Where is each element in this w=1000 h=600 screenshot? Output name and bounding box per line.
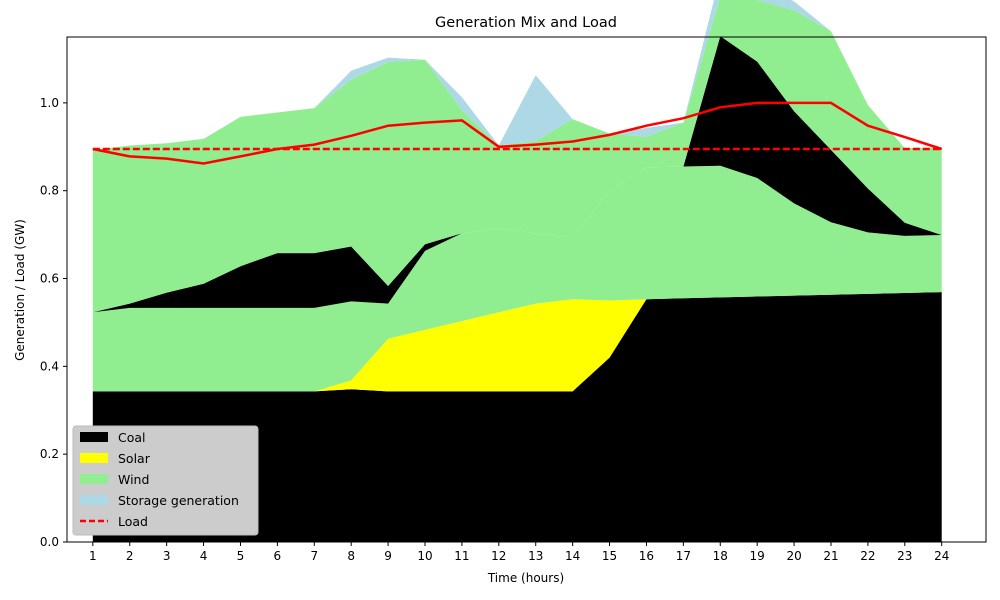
load-lines bbox=[92, 101, 943, 165]
y-tick-label-4: 0.8 bbox=[40, 184, 59, 198]
legend-swatch-coal bbox=[80, 432, 108, 442]
chart-title: Generation Mix and Load bbox=[435, 15, 617, 31]
x-tick-label-19: 19 bbox=[750, 549, 765, 563]
legend-label-storage: Storage generation bbox=[118, 493, 239, 508]
x-tick-label-23: 23 bbox=[897, 549, 912, 563]
y-tick-label-0: 0.0 bbox=[40, 535, 59, 549]
x-tick-label-18: 18 bbox=[713, 549, 728, 563]
x-tick-label-6: 6 bbox=[274, 549, 282, 563]
x-tick-label-7: 7 bbox=[310, 549, 318, 563]
plot-frame bbox=[66, 36, 987, 543]
legend: Coal Solar Wind Storage generation Load bbox=[72, 425, 259, 536]
x-tick-label-21: 21 bbox=[823, 549, 838, 563]
x-tick-label-17: 17 bbox=[676, 549, 691, 563]
x-tick-label-16: 16 bbox=[639, 549, 654, 563]
y-tick-label-5: 1.0 bbox=[40, 96, 59, 110]
x-tick-label-10: 10 bbox=[417, 549, 432, 563]
x-tick-label-20: 20 bbox=[786, 549, 801, 563]
legend-label-wind: Wind bbox=[118, 472, 149, 487]
x-axis-label: Time (hours) bbox=[487, 571, 564, 585]
x-axis: 1 2 3 4 5 6 7 8 9 10 11 12 13 14 15 16 17 18 19 20 21 22 23 24 bbox=[89, 542, 949, 563]
x-tick-label-12: 12 bbox=[491, 549, 506, 563]
x-tick-label-2: 2 bbox=[126, 549, 134, 563]
x-tick-label-14: 14 bbox=[565, 549, 580, 563]
x-tick-label-9: 9 bbox=[384, 549, 392, 563]
y-axis-label: Generation / Load (GW) bbox=[13, 219, 27, 361]
y-tick-label-3: 0.6 bbox=[40, 272, 59, 286]
x-tick-label-22: 22 bbox=[860, 549, 875, 563]
x-tick-label-3: 3 bbox=[163, 549, 171, 563]
x-tick-label-15: 15 bbox=[602, 549, 617, 563]
legend-label-load: Load bbox=[118, 514, 148, 529]
x-tick-label-5: 5 bbox=[237, 549, 245, 563]
x-tick-label-4: 4 bbox=[200, 549, 208, 563]
area-layer-1-solar bbox=[92, 292, 942, 392]
legend-swatch-wind bbox=[80, 474, 108, 484]
area-layer-2-wind bbox=[92, 165, 942, 392]
x-tick-label-24: 24 bbox=[934, 549, 949, 563]
y-axis: 0.0 0.2 0.4 0.6 0.8 1.0 bbox=[40, 96, 67, 549]
legend-box bbox=[72, 425, 259, 536]
x-tick-label-1: 1 bbox=[89, 549, 97, 563]
area-layer-5-wind bbox=[92, 0, 942, 313]
x-tick-label-8: 8 bbox=[347, 549, 355, 563]
y-tick-label-1: 0.2 bbox=[40, 447, 59, 461]
load-line bbox=[92, 101, 943, 165]
x-tick-label-13: 13 bbox=[528, 549, 543, 563]
legend-swatch-storage bbox=[80, 495, 108, 505]
x-tick-label-11: 11 bbox=[454, 549, 469, 563]
y-tick-label-2: 0.4 bbox=[40, 359, 59, 373]
legend-label-solar: Solar bbox=[118, 451, 151, 466]
legend-swatch-solar bbox=[80, 453, 108, 463]
area-layer-0-coal bbox=[92, 292, 942, 542]
legend-label-coal: Coal bbox=[118, 430, 146, 445]
area-layer-6-storage-generation bbox=[92, 0, 942, 150]
